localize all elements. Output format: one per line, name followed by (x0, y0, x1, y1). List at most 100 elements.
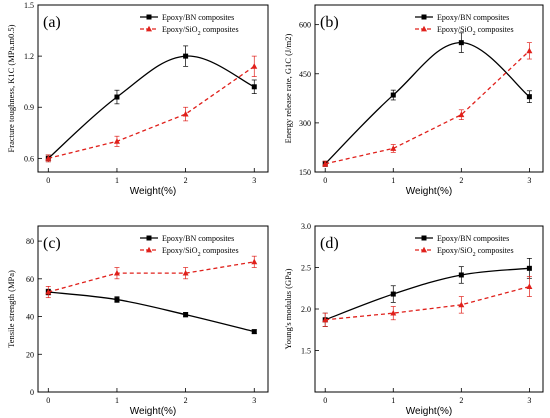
data-point (251, 63, 258, 69)
data-point (114, 297, 120, 303)
data-point (113, 138, 120, 144)
x-tick-label: 3 (527, 396, 531, 405)
chart-panel-3: 0 1 2 3 0 20 40 60 80 Weight(%) Tensile strength (… (6, 225, 269, 417)
legend-marker (146, 14, 152, 20)
panel-label: (a) (43, 14, 61, 31)
x-tick-label: 2 (184, 176, 188, 185)
y-tick-label: 2.0 (301, 305, 311, 314)
series-line (48, 291, 255, 333)
y-tick-label: 60 (26, 275, 34, 284)
x-tick-label: 0 (46, 176, 50, 185)
x-tick-label: 3 (252, 396, 256, 405)
y-tick-label: 2.5 (301, 264, 311, 273)
data-point (526, 47, 533, 54)
data-point (45, 288, 52, 295)
data-point (526, 265, 532, 271)
x-axis-label: Weight(%) (130, 406, 177, 417)
chart-panel-1: 0 1 2 3 0.6 0.9 1.2 1.5 Weight(%) Fracture toughn… (6, 1, 269, 197)
y-tick-label: 0.6 (24, 154, 34, 163)
y-tick-label: 40 (26, 313, 34, 322)
x-tick-label: 0 (46, 396, 50, 405)
chart-panel-2: 0 1 2 3 150 300 450 600 Weight(%) Energy release … (283, 4, 544, 197)
x-axis-label: Weight(%) (406, 186, 453, 197)
y-tick-label: 1.2 (24, 52, 34, 61)
data-point (182, 269, 189, 276)
y-tick-label: 1.5 (24, 1, 34, 10)
y-tick-label: 150 (299, 168, 311, 177)
data-point (182, 110, 189, 117)
legend-entry: Epoxy/SiO2 composites (437, 25, 514, 37)
legend-marker (421, 14, 427, 20)
y-axis-label: Energy release rate, G1C (J/m2) (283, 34, 293, 144)
data-point (322, 316, 329, 323)
data-point (251, 329, 257, 335)
x-tick-label: 0 (323, 396, 327, 405)
data-point (526, 94, 532, 100)
y-tick-label: 0 (30, 388, 34, 397)
data-point (45, 155, 52, 161)
series-line (47, 55, 255, 159)
x-tick-label: 2 (459, 396, 463, 405)
series-line (325, 285, 530, 321)
y-axis-label: Young's modulus (GPa) (283, 268, 293, 349)
data-point (458, 272, 464, 278)
y-tick-label: 1.5 (301, 347, 311, 356)
legend-entry: Epoxy/BN composites (162, 13, 234, 22)
data-point (251, 258, 258, 265)
data-point (114, 94, 120, 100)
y-tick-label: 450 (299, 70, 311, 79)
legend-marker (421, 25, 427, 32)
legend-entry: Epoxy/SiO2 composites (437, 246, 514, 258)
data-point (390, 309, 397, 316)
plot-frame (314, 4, 544, 173)
y-tick-label: 20 (26, 350, 34, 359)
data-point (390, 92, 396, 98)
x-axis-label: Weight(%) (406, 406, 453, 417)
legend-marker (146, 25, 152, 32)
panel-label: (d) (320, 235, 339, 252)
y-tick-label: 600 (299, 21, 311, 30)
legend-marker (421, 235, 427, 241)
x-tick-label: 3 (527, 176, 531, 185)
legend-entry: Epoxy/BN composites (437, 13, 509, 22)
x-tick-label: 1 (115, 396, 119, 405)
legend-marker (146, 246, 152, 253)
y-axis-label: Fracture toughness, K1C (MPa.m0.5) (6, 24, 16, 152)
data-point (390, 145, 397, 151)
x-tick-label: 2 (184, 396, 188, 405)
data-point (113, 269, 120, 276)
panel-label: (c) (43, 235, 61, 252)
y-tick-label: 3.0 (301, 222, 311, 231)
data-point (390, 291, 396, 297)
x-tick-label: 1 (391, 176, 395, 185)
x-tick-label: 0 (323, 176, 327, 185)
plot-frame (37, 4, 269, 173)
data-point (458, 111, 465, 118)
data-point (458, 301, 465, 308)
chart-panel-4: 0 1 2 3 1.5 2.0 2.5 3.0 Weight(%) Young's modulus… (283, 222, 544, 417)
series-line (48, 261, 255, 293)
y-axis-label: Tensile strength (MPa) (6, 270, 16, 348)
legend-entry: Epoxy/BN composites (437, 234, 509, 243)
data-point (251, 84, 257, 90)
x-tick-label: 1 (115, 176, 119, 185)
data-point (183, 312, 189, 318)
x-tick-label: 2 (459, 176, 463, 185)
panel-label: (b) (320, 14, 339, 31)
x-tick-label: 1 (391, 396, 395, 405)
series-line (324, 42, 530, 165)
legend-entry: Epoxy/BN composites (162, 234, 234, 243)
data-point (322, 160, 329, 167)
plot-frame (37, 225, 269, 393)
series-line (48, 65, 255, 159)
x-axis-label: Weight(%) (130, 186, 177, 197)
data-point (458, 40, 464, 46)
legend-marker (421, 246, 427, 253)
series-line (325, 50, 530, 165)
x-tick-label: 3 (252, 176, 256, 185)
data-point (526, 283, 533, 289)
series-line (324, 267, 530, 321)
legend-marker (146, 235, 152, 241)
y-tick-label: 0.9 (24, 103, 34, 112)
